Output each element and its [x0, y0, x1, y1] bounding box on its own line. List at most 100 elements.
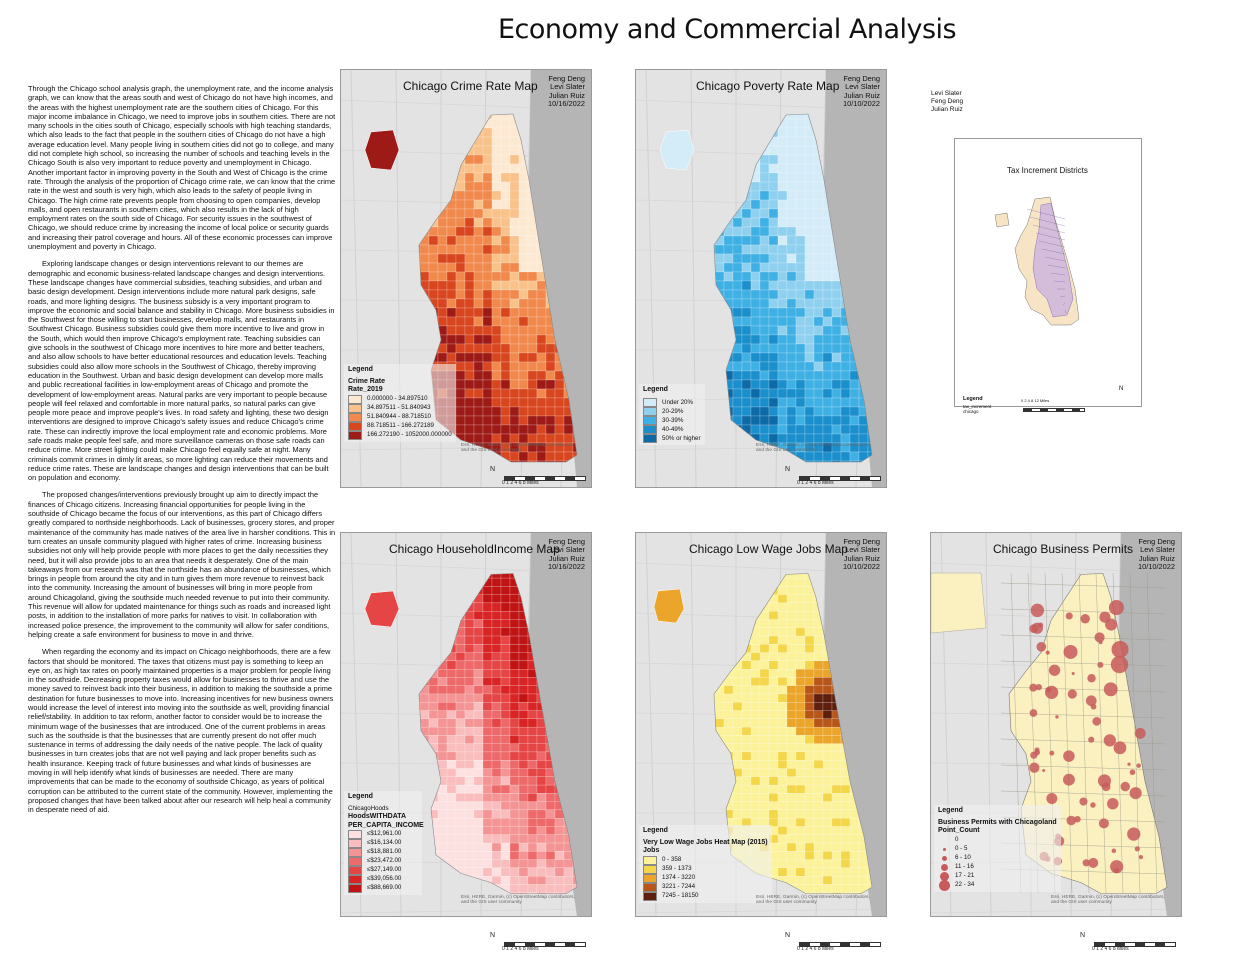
census-tract [741, 388, 752, 399]
census-tract [804, 685, 815, 695]
census-tract [759, 199, 770, 210]
credit-line: Julian Ruiz [1138, 553, 1175, 563]
census-tract [527, 289, 538, 300]
legend-label: 0 - 358 [662, 856, 682, 863]
census-tract [500, 118, 511, 129]
census-tract [491, 635, 502, 645]
census-tract [482, 361, 493, 372]
census-tract [822, 379, 833, 390]
census-tract [536, 751, 547, 761]
census-tract [732, 693, 743, 703]
census-tract [759, 685, 770, 695]
census-tract [732, 760, 743, 769]
census-tract [795, 594, 806, 604]
district-boundary [1053, 280, 1066, 283]
map-title: Chicago Crime Rate Map [403, 79, 538, 93]
census-tract [527, 262, 538, 273]
census-tract [464, 226, 475, 237]
census-tract [804, 619, 815, 628]
census-tract [822, 842, 833, 852]
census-tract [554, 892, 565, 894]
census-tract [750, 217, 761, 228]
census-tract [473, 801, 484, 811]
census-tract [473, 735, 484, 744]
census-tract [428, 235, 439, 246]
census-tract [536, 460, 547, 462]
census-tract [482, 809, 493, 819]
census-tract [509, 635, 520, 645]
census-tract [777, 388, 788, 399]
census-tract [786, 235, 797, 246]
census-tract [518, 652, 529, 662]
census-tract [795, 710, 806, 719]
census-tract [831, 818, 842, 827]
census-tract [509, 334, 520, 345]
census-tract [527, 271, 538, 282]
scale-labels: 0 1 2 4 6 8 Miles [502, 480, 539, 486]
census-tract [777, 361, 788, 372]
census-tract [732, 710, 743, 719]
legend-field: Point_Count [938, 827, 980, 835]
census-tract [518, 379, 529, 390]
census-tract [482, 325, 493, 336]
census-tract [527, 343, 538, 354]
census-tract [464, 352, 475, 363]
census-tract [491, 876, 502, 885]
census-tract [795, 677, 806, 686]
census-tract [518, 726, 529, 736]
basemap-road [931, 908, 1181, 914]
census-tract [732, 751, 743, 761]
census-tract [768, 718, 779, 728]
census-tract [804, 289, 815, 300]
census-tract [750, 370, 761, 381]
census-tract [768, 235, 779, 246]
census-tract [822, 867, 833, 877]
census-tract [804, 892, 815, 894]
census-tract [723, 710, 734, 719]
census-tract [482, 370, 493, 381]
census-tract [723, 685, 734, 695]
census-tract [822, 325, 833, 336]
census-tract [509, 424, 520, 435]
census-tract [804, 594, 815, 604]
census-tract [786, 611, 797, 620]
census-tract [750, 415, 761, 426]
census-tract [464, 735, 475, 744]
census-tract [759, 190, 770, 201]
census-tract [509, 818, 520, 827]
legend-symbol [940, 863, 948, 871]
census-tract [750, 424, 761, 435]
census-tract [527, 760, 538, 769]
census-tract [822, 244, 833, 255]
census-tract [795, 163, 806, 174]
census-tract [437, 271, 448, 282]
census-tract [795, 669, 806, 678]
census-tract [491, 208, 502, 219]
census-tract [455, 253, 466, 264]
credit-line: Julian Ruiz [843, 553, 880, 563]
census-tract [714, 693, 725, 703]
census-tract [768, 217, 779, 228]
census-tract [500, 635, 511, 645]
census-tract [759, 226, 770, 237]
census-tract [804, 397, 815, 408]
census-tract [741, 726, 752, 736]
census-tract [750, 793, 761, 802]
census-tract [813, 370, 824, 381]
census-tract [455, 208, 466, 219]
census-tract [822, 702, 833, 711]
census-tract [813, 669, 824, 678]
census-tract [491, 619, 502, 628]
census-tract [455, 298, 466, 309]
census-tract [759, 388, 770, 399]
census-tract [759, 768, 770, 777]
census-tract [455, 334, 466, 345]
census-tract [732, 370, 743, 381]
census-tract [723, 280, 734, 291]
census-tract [545, 397, 556, 408]
census-tract [804, 760, 815, 769]
census-tract [455, 397, 466, 408]
census-tract [786, 172, 797, 183]
census-tract [759, 809, 770, 819]
census-tract [482, 834, 493, 844]
